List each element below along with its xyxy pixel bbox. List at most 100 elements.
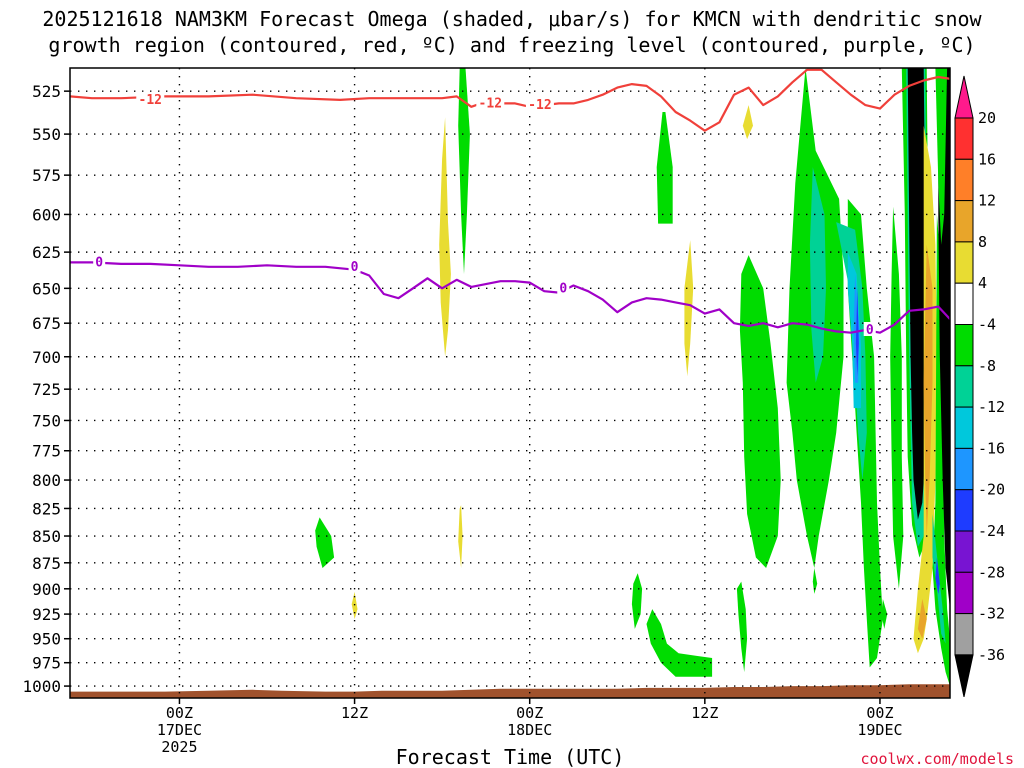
y-tick-label: 675 (32, 314, 61, 333)
contours: -12 -12 -12 0 0 0 0 (70, 68, 950, 338)
y-tick-label: 950 (32, 630, 61, 649)
omega-region (458, 505, 463, 568)
contour-label-bg (525, 97, 554, 112)
colorbar-label: -24 (978, 522, 1005, 540)
y-tick-label: 975 (32, 654, 61, 673)
omega-region (656, 112, 673, 224)
y-tick-label: 925 (32, 605, 61, 624)
colorbar: 20 16 12 8 4 -4 -8 -12 -16 -20 -24 -28 -32 -36 (954, 75, 1005, 698)
omega-region (881, 599, 888, 629)
colorbar-label: 12 (978, 192, 996, 210)
omega-region (439, 117, 451, 357)
colorbar-label: -8 (978, 357, 996, 375)
omega-region (923, 244, 933, 536)
contour-label-bg (348, 258, 361, 273)
colorbar-label: 4 (978, 274, 987, 292)
contour-label-bg (476, 95, 505, 110)
colorbar-band (954, 158, 974, 202)
y-tick-label: 700 (32, 348, 61, 367)
contour-line (70, 68, 950, 132)
y-tick-label: 900 (32, 580, 61, 599)
colorbar-band (954, 489, 974, 532)
omega-region (836, 222, 867, 480)
y-tick-label: 875 (32, 554, 61, 573)
colorbar-band (954, 324, 974, 367)
colorbar-band (954, 406, 974, 449)
plot-frame (69, 67, 951, 699)
colorbar-label: -32 (978, 605, 1005, 623)
pressure-axis: 525 550 575 600 625 650 675 700 725 750 775 800 825 8… (22, 82, 70, 696)
contour-line (70, 261, 950, 334)
colorbar-band (954, 241, 974, 284)
colorbar-band (954, 282, 974, 326)
colorbar-label: -16 (978, 439, 1005, 457)
contour-label: -12 (139, 93, 162, 108)
omega-region (351, 591, 358, 620)
omega-region (739, 255, 781, 568)
colorbar-label: 8 (978, 233, 987, 251)
contour-label: 0 (351, 260, 359, 275)
x-tick-label: 19DEC (857, 721, 902, 739)
contour-label-bg (136, 91, 165, 106)
colorbar-label: -20 (978, 481, 1005, 499)
colorbar-band (954, 200, 974, 243)
colorbar-band (954, 613, 974, 656)
x-tick-label: 18DEC (507, 721, 552, 739)
colorbar-label: -12 (978, 398, 1005, 416)
x-tick-label: 12Z (691, 704, 718, 722)
omega-region (631, 573, 643, 629)
y-tick-label: 600 (32, 205, 61, 224)
omega-region (315, 517, 335, 568)
x-tick-label: 12Z (341, 704, 368, 722)
y-tick-label: 650 (32, 279, 61, 298)
y-tick-label: 850 (32, 527, 61, 546)
x-axis-label: Forecast Time (UTC) (396, 745, 625, 768)
contour-label-bg (93, 254, 106, 269)
contour-label-bg (863, 321, 876, 336)
omega-region (935, 68, 948, 245)
y-tick-label: 750 (32, 411, 61, 430)
omega-region (684, 240, 694, 377)
colorbar-band (954, 117, 974, 160)
y-tick-label: 575 (32, 166, 61, 185)
omega-region (812, 568, 818, 594)
contour-label: 0 (95, 255, 103, 270)
title-line-1: 2025121618 NAM3KM Forecast Omega (shaded… (42, 7, 982, 31)
omega-region (742, 105, 753, 140)
colorbar-label: -4 (978, 316, 996, 334)
contour-label: -12 (479, 96, 502, 111)
omega-region (917, 599, 927, 639)
colorbar-band (954, 447, 974, 491)
colorbar-label: -36 (978, 646, 1005, 664)
omega-region (736, 581, 748, 673)
y-tick-label: 825 (32, 499, 61, 518)
y-tick-label: 625 (32, 243, 61, 262)
x-tick-label: 2025 (161, 738, 197, 756)
y-tick-label: 725 (32, 380, 61, 399)
y-tick-label: 775 (32, 442, 61, 461)
colorbar-bottom-arrow (954, 654, 974, 698)
colorbar-label: 16 (978, 150, 996, 168)
omega-region (458, 68, 470, 274)
colorbar-band (954, 530, 974, 573)
colorbar-label: -28 (978, 563, 1005, 581)
x-tick-label: 00Z (516, 704, 543, 722)
terrain (70, 684, 950, 698)
y-tick-label: 525 (32, 82, 61, 101)
grid (70, 68, 950, 698)
terrain-fill (70, 684, 950, 698)
contour-label: -12 (528, 98, 551, 113)
omega-region (890, 206, 904, 589)
x-tick-label: 00Z (866, 704, 893, 722)
colorbar-top-arrow (954, 75, 974, 119)
colorbar-label: 20 (978, 109, 996, 127)
credit-text: coolwx.com/models (860, 750, 1014, 768)
title-line-2: growth region (contoured, red, ºC) and f… (48, 33, 975, 57)
omega-region (935, 557, 940, 594)
x-tick-label: 17DEC (157, 721, 202, 739)
contour-label: 0 (866, 323, 874, 338)
contour-label: 0 (559, 281, 567, 296)
omega-shading (315, 68, 950, 687)
